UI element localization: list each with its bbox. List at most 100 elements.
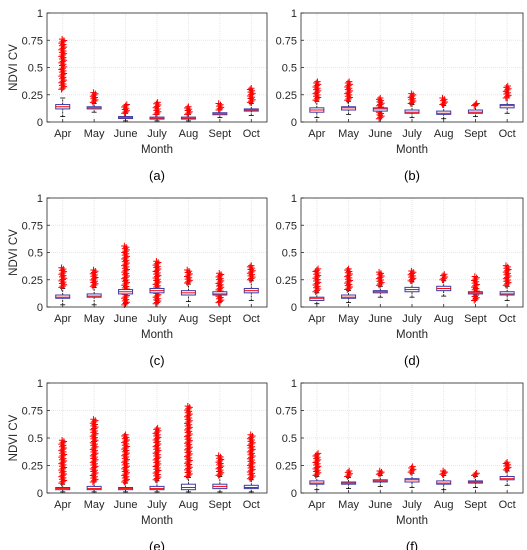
outlier-marker xyxy=(90,89,97,96)
outlier-marker xyxy=(153,109,161,117)
outlier-marker xyxy=(58,49,66,56)
outlier-marker xyxy=(439,272,447,279)
box-aug xyxy=(180,266,196,302)
outlier-marker xyxy=(185,465,192,472)
outlier-marker xyxy=(248,467,255,474)
outlier-marker xyxy=(345,265,352,273)
outlier-marker xyxy=(472,282,479,290)
x-tick-label: May xyxy=(338,313,359,325)
outlier-marker xyxy=(472,101,479,108)
outlier-marker xyxy=(503,84,510,91)
outlier-marker xyxy=(216,455,223,462)
y-tick-label: 0 xyxy=(291,302,297,314)
outlier-marker xyxy=(471,279,479,287)
outlier-marker xyxy=(185,103,192,110)
outlier-marker xyxy=(59,45,66,52)
x-tick-label: June xyxy=(368,499,392,511)
box-aug xyxy=(436,271,452,297)
outlier-marker xyxy=(248,440,255,448)
y-axis-label: NDVI CV xyxy=(8,229,20,276)
box-sept xyxy=(212,270,228,306)
y-tick-label: 0.75 xyxy=(276,220,297,232)
outlier-marker xyxy=(216,461,223,469)
outlier-marker xyxy=(344,86,352,93)
y-tick-label: 0.75 xyxy=(22,406,43,418)
outlier-marker xyxy=(153,426,160,433)
outlier-marker xyxy=(59,58,66,65)
outlier-marker xyxy=(184,436,192,443)
x-axis-label: Month xyxy=(396,329,428,341)
y-tick-label: 0 xyxy=(37,302,43,314)
x-tick-label: Apr xyxy=(54,499,71,511)
outlier-marker xyxy=(409,463,416,470)
x-tick-label: May xyxy=(84,499,105,511)
y-tick-label: 0 xyxy=(291,488,297,500)
x-tick-label: Aug xyxy=(179,499,199,511)
outlier-marker xyxy=(184,469,192,476)
box-sept xyxy=(212,100,228,119)
box-iqr xyxy=(212,291,228,296)
box-oct xyxy=(499,459,515,486)
outlier-marker xyxy=(246,263,254,271)
outlier-marker xyxy=(185,445,192,452)
x-tick-label: July xyxy=(147,499,167,511)
panel-label: (e) xyxy=(149,539,165,550)
outlier-marker xyxy=(344,266,351,274)
outlier-marker xyxy=(153,435,161,442)
box-iqr xyxy=(404,478,420,483)
x-tick-label: Apr xyxy=(308,499,325,511)
y-tick-label: 0.5 xyxy=(28,433,43,445)
outlier-marker xyxy=(153,107,160,114)
outlier-marker xyxy=(184,429,192,436)
outlier-marker xyxy=(248,454,255,461)
outlier-marker xyxy=(344,93,352,100)
x-axis-label: Month xyxy=(141,515,173,527)
outlier-marker xyxy=(121,432,128,440)
x-tick-label: July xyxy=(147,128,167,140)
outlier-marker xyxy=(473,100,480,107)
outlier-marker xyxy=(376,467,383,475)
outlier-marker xyxy=(314,450,322,457)
outlier-marker xyxy=(375,96,383,103)
chart-panel: 0 0.25 0.5 0.75 1 Apr May June July Aug Sept Oct Mon… xyxy=(276,8,524,183)
panel-label: (d) xyxy=(404,353,420,368)
outlier-marker xyxy=(471,273,479,280)
outlier-marker xyxy=(153,459,160,466)
outlier-marker xyxy=(247,471,254,478)
x-tick-label: Oct xyxy=(499,128,516,140)
outlier-marker xyxy=(185,425,192,432)
x-axis-label: Month xyxy=(141,329,173,341)
y-tick-label: 1 xyxy=(291,193,297,205)
y-tick-label: 1 xyxy=(291,8,297,20)
outlier-marker xyxy=(184,266,191,274)
outlier-marker xyxy=(216,464,224,471)
outlier-marker xyxy=(345,89,352,96)
outlier-marker xyxy=(313,86,320,93)
box-iqr xyxy=(499,104,515,109)
outlier-marker xyxy=(154,99,161,106)
outlier-marker xyxy=(185,412,192,419)
box-oct xyxy=(499,262,515,301)
box-july xyxy=(404,267,420,298)
x-tick-label: June xyxy=(114,499,138,511)
box-sept xyxy=(467,470,483,488)
x-tick-label: June xyxy=(114,313,138,325)
outlier-marker xyxy=(248,460,255,468)
outlier-marker xyxy=(344,79,352,87)
box-july xyxy=(149,424,165,493)
box-june xyxy=(118,431,134,493)
outlier-marker xyxy=(246,86,254,93)
outlier-marker xyxy=(58,82,66,89)
box-iqr xyxy=(180,483,196,491)
box-july xyxy=(149,99,165,122)
x-tick-label: Aug xyxy=(179,128,199,140)
outlier-marker xyxy=(439,94,446,102)
box-aug xyxy=(436,94,452,120)
outlier-marker xyxy=(153,455,161,462)
box-may xyxy=(341,78,357,115)
box-july xyxy=(404,463,420,488)
box-apr xyxy=(55,35,71,117)
box-iqr xyxy=(309,296,325,301)
y-tick-label: 0.25 xyxy=(22,90,43,102)
box-iqr xyxy=(436,110,452,115)
